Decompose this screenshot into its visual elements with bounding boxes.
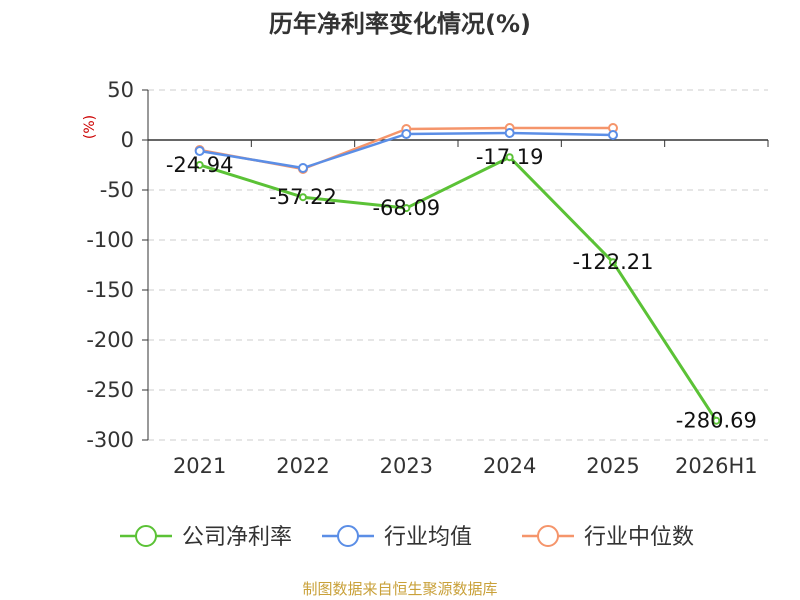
legend-marker xyxy=(537,525,559,547)
series-point-2 xyxy=(504,128,515,138)
series-point-2 xyxy=(608,130,618,140)
y-tick-label: -150 xyxy=(86,278,134,302)
legend-item-3[interactable]: 行业中位数 xyxy=(522,525,694,550)
x-tick-label: 2026H1 xyxy=(675,454,758,478)
legend-item-1[interactable]: 公司净利率 xyxy=(120,525,292,550)
data-label: -17.19 xyxy=(476,145,544,169)
data-label: -122.21 xyxy=(572,250,653,274)
data-label: -57.22 xyxy=(269,185,337,209)
series-lines xyxy=(194,123,721,425)
x-tick-label: 2022 xyxy=(276,454,329,478)
series-point-1 xyxy=(402,204,411,213)
data-label: -24.94 xyxy=(166,153,234,177)
legend-marker xyxy=(135,525,157,547)
y-axis-unit-label: (%) xyxy=(82,115,98,139)
series-point-1 xyxy=(505,153,514,162)
axes: 50 0 -50 -100 -150 -200 -250 -300 2021 2022 2023 20… xyxy=(86,78,769,478)
legend: 公司净利率 行业均值 行业中位数 xyxy=(120,525,694,550)
series-point-2 xyxy=(194,146,205,156)
y-tick-label: -50 xyxy=(100,178,134,202)
y-tick-label: 0 xyxy=(121,128,134,152)
data-label: -280.69 xyxy=(676,409,757,433)
series-point-1 xyxy=(299,193,307,202)
series-point-2 xyxy=(401,129,412,139)
x-tick-label: 2023 xyxy=(380,454,433,478)
x-tick-label: 2024 xyxy=(483,454,536,478)
legend-label: 公司净利率 xyxy=(182,525,292,550)
series-point-1 xyxy=(195,160,204,169)
data-label: -68.09 xyxy=(372,196,440,220)
y-tick-label: -100 xyxy=(86,228,134,252)
x-tick-label: 2025 xyxy=(586,454,639,478)
series-point-1 xyxy=(712,416,721,425)
y-tick-label: -250 xyxy=(86,378,134,402)
legend-label: 行业均值 xyxy=(384,525,472,550)
y-tick-label: -200 xyxy=(86,328,134,352)
data-labels: -24.94 -57.22 -68.09 -17.19 -122.21 -280.69 xyxy=(166,145,757,433)
y-tick-label: 50 xyxy=(107,78,134,102)
series-point-2 xyxy=(298,163,308,173)
x-tick-label: 2021 xyxy=(173,454,226,478)
grid-lines xyxy=(148,89,768,441)
series-point-1 xyxy=(609,258,617,267)
legend-marker xyxy=(337,525,359,547)
series-line-1 xyxy=(199,155,718,422)
legend-item-2[interactable]: 行业均值 xyxy=(322,525,472,550)
chart-title: 历年净利率变化情况(%) xyxy=(269,10,531,38)
y-tick-label: -300 xyxy=(86,428,134,452)
legend-label: 行业中位数 xyxy=(584,525,694,550)
source-note: 制图数据来自恒生聚源数据库 xyxy=(302,580,497,598)
